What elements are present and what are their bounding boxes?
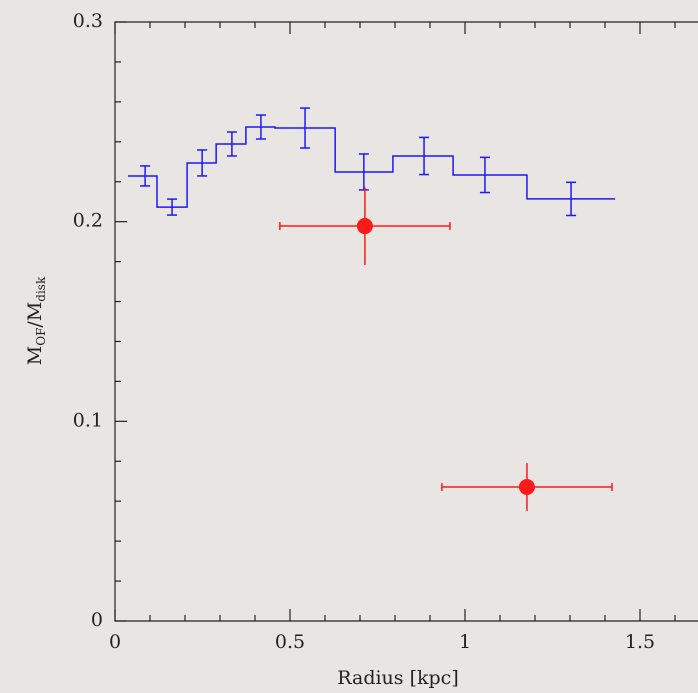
y-axis-label: MOF/Mdisk	[24, 276, 48, 365]
y-label-part: /M	[24, 302, 46, 328]
axes-frame	[114, 21, 698, 622]
step-line	[127, 126, 616, 208]
y-tick-label: 0.1	[73, 409, 103, 431]
x-tick-label: 1.5	[625, 631, 655, 653]
y-label-part: OF	[34, 328, 48, 346]
y-label-part: M	[24, 346, 46, 365]
point	[356, 218, 373, 235]
x-tick-label: 0	[109, 631, 121, 653]
x-tick-label: 0.5	[275, 631, 305, 653]
y-tick-label: 0.3	[73, 10, 103, 32]
point	[518, 479, 535, 496]
y-tick-label: 0.2	[73, 210, 103, 232]
y-tick-label: 0	[91, 609, 103, 631]
x-tick-label: 1	[459, 631, 471, 653]
x-axis-label: Radius [kpc]	[337, 667, 458, 689]
y-label-part: disk	[34, 276, 48, 302]
